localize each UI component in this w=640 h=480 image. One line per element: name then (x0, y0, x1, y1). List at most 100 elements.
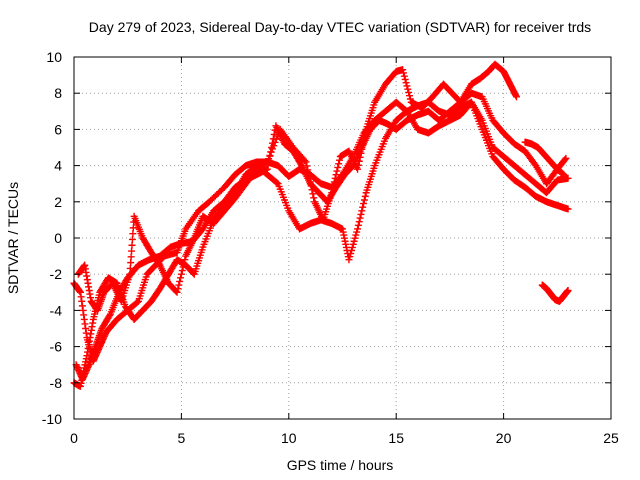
data-point (354, 221, 362, 229)
data-point (359, 203, 367, 211)
data-point (350, 237, 358, 245)
data-point (404, 85, 412, 93)
y-tick-label: -4 (50, 302, 63, 318)
y-tick-label: 0 (54, 230, 62, 246)
data-point (353, 228, 361, 236)
data-point (561, 155, 569, 163)
data-marks (70, 60, 572, 390)
series-track-5 (538, 281, 572, 305)
data-point (403, 82, 411, 90)
data-point (348, 246, 356, 254)
data-point (357, 210, 365, 218)
data-point (106, 311, 114, 319)
data-point (133, 298, 141, 306)
data-point (303, 162, 311, 170)
data-point (310, 194, 318, 202)
data-point (267, 148, 275, 156)
x-tick-label: 20 (496, 430, 512, 446)
y-tick-label: -6 (50, 339, 63, 355)
data-point (564, 286, 572, 294)
data-point (358, 207, 366, 215)
data-point (352, 231, 360, 239)
data-point (329, 185, 337, 193)
data-point (512, 93, 520, 101)
x-tick-label: 0 (70, 430, 78, 446)
data-point (354, 225, 362, 233)
y-tick-label: 8 (54, 85, 62, 101)
data-point (306, 178, 314, 186)
data-point (270, 130, 278, 138)
data-point (348, 243, 356, 251)
data-point (357, 149, 365, 157)
data-point (405, 88, 413, 96)
data-point (263, 158, 271, 166)
data-point (273, 179, 281, 187)
series-track-4 (74, 60, 520, 314)
data-point (180, 259, 188, 267)
data-point (329, 182, 337, 190)
data-point (308, 186, 316, 194)
x-axis-label: GPS time / hours (287, 457, 394, 473)
data-point (359, 141, 367, 149)
data-point (179, 263, 187, 271)
data-point (335, 160, 343, 168)
data-point (349, 240, 357, 248)
data-point (355, 157, 363, 165)
y-tick-label: -8 (50, 375, 63, 391)
y-tick-label: 4 (54, 158, 62, 174)
data-point (181, 256, 189, 264)
data-point (355, 218, 363, 226)
data-point (301, 157, 309, 165)
data-point (406, 95, 414, 103)
data-point (265, 155, 273, 163)
data-point (178, 267, 186, 275)
data-point (354, 165, 362, 173)
y-tick-label: 6 (54, 121, 62, 137)
data-point (351, 234, 359, 242)
data-point (266, 151, 274, 159)
data-point (335, 156, 343, 164)
data-point (360, 133, 368, 141)
data-point (345, 256, 353, 264)
series-track-2 (72, 89, 570, 383)
x-tick-label: 15 (388, 430, 404, 446)
data-point (356, 214, 364, 222)
y-tick-label: -10 (42, 411, 62, 427)
data-point (173, 288, 181, 296)
data-point (272, 135, 280, 143)
data-point (360, 137, 368, 145)
data-point (564, 174, 572, 182)
x-tick-label: 5 (178, 430, 186, 446)
data-point (401, 75, 409, 83)
data-point (262, 159, 270, 167)
data-point (330, 178, 338, 186)
data-point (307, 182, 315, 190)
data-point (406, 92, 414, 100)
data-point (361, 129, 369, 137)
axis-ticks: 0 5 10 15 20 25 -10 -8 -6 -4 -2 0 2 4 6 8 10 (42, 49, 619, 446)
y-tick-label: -2 (50, 266, 63, 282)
data-point (177, 270, 185, 278)
x-tick-label: 10 (281, 430, 297, 446)
data-point (402, 79, 410, 87)
data-point (400, 72, 408, 80)
data-point (354, 161, 362, 169)
data-point (274, 132, 282, 140)
series-track-1 (70, 98, 572, 365)
data-point (175, 281, 183, 289)
data-point (333, 167, 341, 175)
data-point (305, 174, 313, 182)
data-point (328, 189, 336, 197)
data-point (305, 170, 313, 178)
data-point (331, 174, 339, 182)
y-axis-label: SDTVAR / TECUs (5, 182, 21, 294)
data-point (174, 285, 182, 293)
data-point (268, 145, 276, 153)
chart-title: Day 279 of 2023, Sidereal Day-to-day VTE… (89, 19, 591, 35)
data-point (360, 200, 368, 208)
data-point (270, 142, 278, 150)
data-point (309, 190, 317, 198)
y-tick-label: 2 (54, 194, 62, 210)
data-point (356, 153, 364, 161)
